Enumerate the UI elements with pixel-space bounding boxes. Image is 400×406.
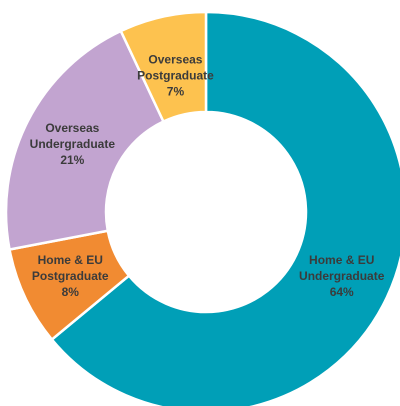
category-label: Postgraduate [32, 269, 109, 283]
label-home-and-eu-postgraduate: Home & EU Postgraduate 8% [32, 253, 109, 299]
value-label: 7% [167, 84, 185, 98]
label-overseas-undergraduate: Overseas Undergraduate 21% [30, 121, 116, 167]
category-label: Home & EU [309, 253, 374, 267]
label-overseas-postgraduate: Overseas Postgraduate 7% [137, 52, 214, 98]
slice-home-and-eu-undergraduate [50, 10, 400, 406]
label-home-and-eu-undergraduate: Home & EU Undergraduate 64% [299, 253, 385, 299]
slice-overseas-postgraduate [119, 10, 208, 124]
value-label: 21% [60, 153, 84, 167]
category-label: Overseas [148, 52, 202, 66]
value-label: 64% [330, 285, 354, 299]
donut-slices [4, 10, 400, 406]
slice-overseas-undergraduate [4, 29, 166, 251]
category-label: Postgraduate [137, 68, 214, 82]
category-label: Home & EU [38, 253, 103, 267]
donut-labels: Home & EU Undergraduate 64% Home & EU Postgr… [30, 52, 385, 298]
category-label: Undergraduate [30, 137, 116, 151]
category-label: Overseas [45, 121, 99, 135]
value-label: 8% [62, 285, 80, 299]
category-label: Undergraduate [299, 269, 385, 283]
